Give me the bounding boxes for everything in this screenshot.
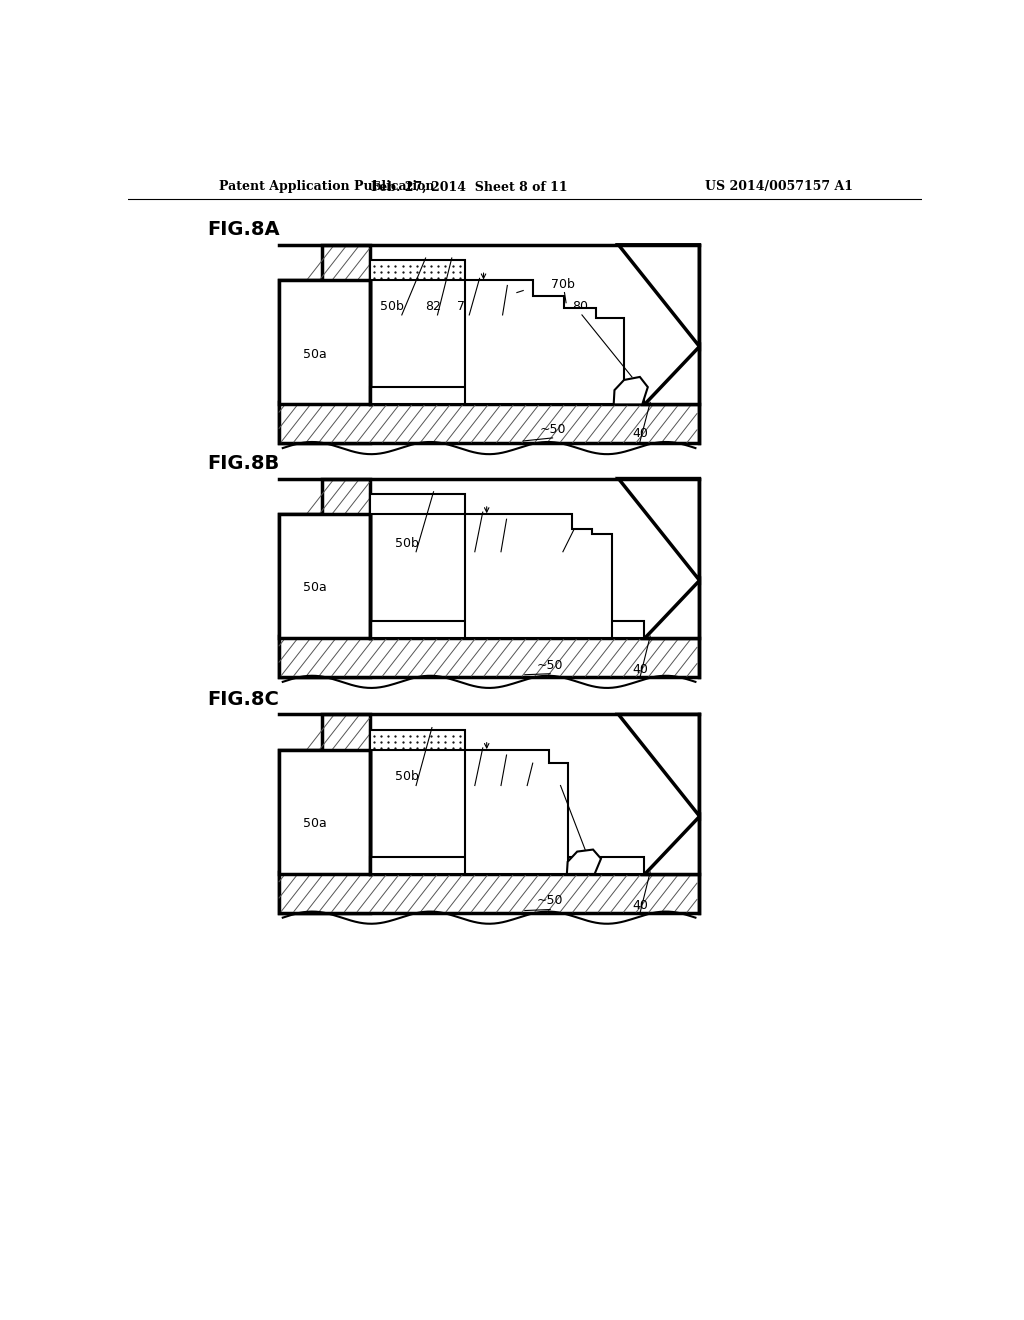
Text: ~50: ~50 [540, 422, 566, 436]
Text: 82: 82 [426, 300, 441, 313]
Text: 70b: 70b [513, 771, 537, 784]
Text: 50a: 50a [303, 817, 327, 830]
Polygon shape [370, 730, 465, 750]
Text: 70c: 70c [487, 300, 511, 313]
Polygon shape [279, 244, 370, 444]
Polygon shape [279, 636, 699, 677]
Polygon shape [279, 479, 370, 677]
Text: 80: 80 [551, 771, 567, 784]
Polygon shape [279, 403, 699, 444]
Text: 50a: 50a [303, 347, 327, 360]
Polygon shape [279, 714, 370, 912]
Text: 40: 40 [632, 426, 648, 440]
Polygon shape [618, 244, 699, 346]
Text: 70: 70 [463, 771, 479, 784]
Text: FIG.8B: FIG.8B [207, 454, 280, 473]
Polygon shape [370, 857, 644, 874]
Polygon shape [465, 280, 624, 404]
Text: 40: 40 [632, 663, 648, 676]
Text: 70b: 70b [549, 537, 572, 549]
Polygon shape [618, 714, 699, 816]
Text: 70: 70 [463, 537, 479, 549]
Polygon shape [644, 581, 699, 638]
Polygon shape [370, 494, 465, 515]
Text: FIG.8C: FIG.8C [207, 689, 280, 709]
Text: Feb. 27, 2014  Sheet 8 of 11: Feb. 27, 2014 Sheet 8 of 11 [371, 181, 567, 193]
Polygon shape [279, 280, 370, 404]
Polygon shape [465, 750, 568, 874]
Polygon shape [370, 387, 644, 404]
Text: FIG.8A: FIG.8A [207, 220, 280, 239]
Polygon shape [279, 750, 370, 874]
Polygon shape [644, 346, 699, 404]
Polygon shape [618, 479, 699, 581]
Polygon shape [644, 816, 699, 874]
Polygon shape [279, 873, 699, 912]
Text: 40: 40 [632, 899, 648, 912]
Text: Patent Application Publication: Patent Application Publication [219, 181, 435, 193]
Text: 70a: 70a [486, 537, 510, 549]
Text: ~50: ~50 [537, 659, 563, 672]
Text: 70b: 70b [551, 277, 574, 290]
Text: 80: 80 [572, 300, 589, 313]
Text: 50b: 50b [380, 300, 403, 313]
Polygon shape [465, 515, 612, 638]
Text: 70: 70 [458, 300, 473, 313]
Text: 70a: 70a [504, 277, 527, 290]
Polygon shape [567, 850, 601, 874]
Text: 50a: 50a [303, 581, 327, 594]
Text: 70a: 70a [486, 771, 510, 784]
Text: 50b: 50b [395, 537, 419, 549]
Text: US 2014/0057157 A1: US 2014/0057157 A1 [705, 181, 853, 193]
Polygon shape [279, 515, 370, 638]
Polygon shape [370, 260, 465, 280]
Polygon shape [370, 620, 644, 638]
Text: 50b: 50b [395, 771, 419, 784]
Text: ~50: ~50 [537, 895, 563, 907]
Polygon shape [613, 378, 648, 404]
